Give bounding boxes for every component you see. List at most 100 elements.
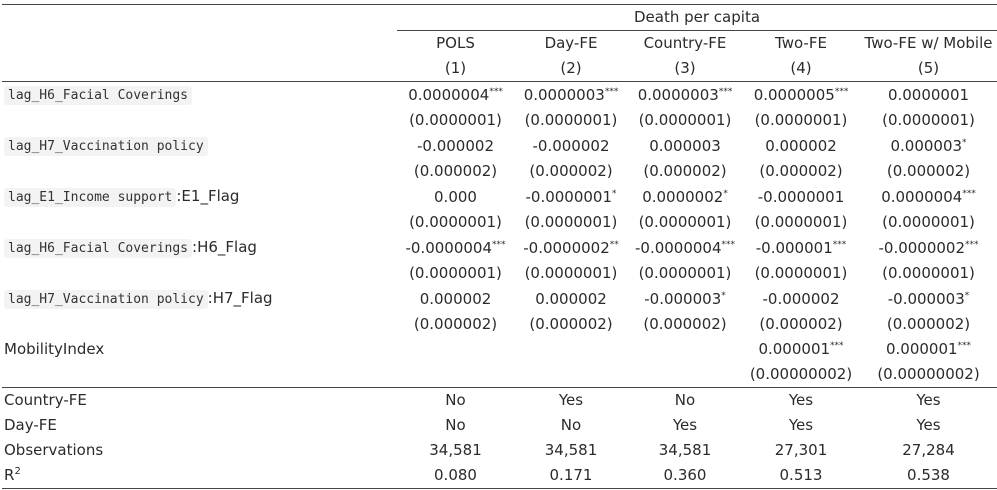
coef-cell: 0.000 xyxy=(397,184,514,210)
coef-cell: -0.000001*** xyxy=(742,235,860,261)
std-error: (0.000002) xyxy=(886,162,971,180)
coef-value: 0.0000001 xyxy=(887,85,970,104)
variable-suffix: :H7_Flag xyxy=(207,289,273,307)
se-row: (0.0000001) (0.0000001) (0.0000001) (0.0000… xyxy=(2,261,997,286)
coef-cell: 0.000003 xyxy=(628,133,742,159)
coef-cell: 0.0000004*** xyxy=(397,82,514,109)
std-error: (0.0000001) xyxy=(882,213,975,231)
variable-label: lag_H7_Vaccination policy xyxy=(2,133,397,159)
r2-label-text: R xyxy=(4,466,15,484)
coef-value: -0.0000002 xyxy=(523,238,610,257)
std-error: (0.00000002) xyxy=(877,365,980,383)
variable-suffix: :E1_Flag xyxy=(176,187,240,205)
stat-value: 0.171 xyxy=(514,463,628,489)
std-error: (0.0000001) xyxy=(409,264,502,282)
variable-label: lag_E1_Income support:E1_Flag xyxy=(2,184,397,210)
coef-value: -0.000003 xyxy=(644,289,722,308)
coef-cell: -0.0000004*** xyxy=(397,235,514,261)
stat-value: 27,284 xyxy=(902,441,955,459)
model-name: Country-FE xyxy=(643,34,727,52)
std-error: (0.000002) xyxy=(886,315,971,333)
stat-value: 34,581 xyxy=(429,441,482,459)
coef-value: 0.000003 xyxy=(890,136,963,155)
significance-stars: *** xyxy=(489,86,503,97)
se-row: (0.00000002) (0.00000002) xyxy=(2,362,997,388)
coef-value: 0.000003 xyxy=(649,136,721,155)
coef-cell: 0.000002 xyxy=(742,133,860,159)
significance-stars: *** xyxy=(965,239,979,250)
significance-stars: *** xyxy=(492,239,506,250)
stat-value: No xyxy=(560,416,582,434)
significance-stars: * xyxy=(612,188,617,199)
coef-cell: 0.000001*** xyxy=(742,337,860,362)
variable-code: lag_H7_Vaccination policy xyxy=(4,290,208,309)
stat-row-day-fe: Day-FE No No Yes Yes Yes xyxy=(2,413,997,438)
coef-value: 0.000002 xyxy=(419,289,492,308)
variable-code: lag_H6_Facial Coverings xyxy=(4,86,193,105)
std-error: (0.000002) xyxy=(529,162,613,180)
significance-stars: * xyxy=(964,290,970,301)
std-error: (0.000002) xyxy=(759,162,843,180)
se-row: (0.000002) (0.000002) (0.000002) (0.000002)… xyxy=(2,312,997,337)
std-error xyxy=(514,362,628,388)
coef-value: 0.000 xyxy=(434,187,477,206)
coef-value: 0.0000004 xyxy=(881,187,963,206)
significance-stars: * xyxy=(962,137,967,148)
std-error: (0.0000001) xyxy=(754,213,848,231)
coef-cell: -0.000003* xyxy=(860,286,997,312)
stat-row-observations: Observations 34,581 34,581 34,581 27,301… xyxy=(2,438,997,463)
std-error: (0.000002) xyxy=(759,315,843,333)
stat-value: Yes xyxy=(742,387,860,413)
model-name: Day-FE xyxy=(544,34,598,52)
std-error: (0.000002) xyxy=(413,162,498,180)
std-error: (0.0000001) xyxy=(409,111,502,129)
se-row: (0.0000001) (0.0000001) (0.0000001) (0.0000… xyxy=(2,108,997,133)
significance-stars: *** xyxy=(832,239,847,250)
model-number: (2) xyxy=(514,56,628,82)
std-error: (0.0000001) xyxy=(409,213,502,231)
significance-stars: *** xyxy=(834,86,849,97)
std-error: (0.0000001) xyxy=(524,213,618,231)
std-error: (0.0000001) xyxy=(524,264,618,282)
variable-code: lag_H6_Facial Coverings xyxy=(4,239,193,258)
stat-value: 27,301 xyxy=(774,441,828,459)
coef-cell: -0.000002 xyxy=(397,133,514,159)
model-number-row: (1) (2) (3) (4) (5) xyxy=(2,56,997,82)
variable-suffix: MobilityIndex xyxy=(4,340,105,358)
coef-value: 0.0000002 xyxy=(642,187,724,206)
std-error: (0.0000001) xyxy=(638,264,732,282)
model-name: POLS xyxy=(436,34,475,52)
coef-value: -0.0000001 xyxy=(525,187,613,206)
variable-suffix: :H6_Flag xyxy=(192,238,257,256)
stat-value: Yes xyxy=(860,387,997,413)
significance-stars: ** xyxy=(609,239,619,250)
coef-value: -0.0000004 xyxy=(405,238,493,257)
variable-label: lag_H6_Facial Coverings xyxy=(2,82,397,109)
coef-row: lag_H7_Vaccination policy -0.000002 -0.000… xyxy=(2,133,997,159)
stat-label: Day-FE xyxy=(4,416,57,434)
coef-value: -0.000002 xyxy=(762,289,840,308)
model-name: Two-FE xyxy=(775,34,827,52)
stat-row-r2: R2 0.080 0.171 0.360 0.513 0.538 xyxy=(2,463,997,489)
model-number: (5) xyxy=(860,56,997,82)
stat-value: Yes xyxy=(672,416,698,434)
stat-value: No xyxy=(397,387,514,413)
std-error: (0.00000002) xyxy=(749,365,853,383)
coef-value: -0.000001 xyxy=(755,238,833,257)
model-number: (1) xyxy=(397,56,514,82)
significance-stars: *** xyxy=(830,341,844,351)
coef-value: 0.000002 xyxy=(765,136,837,155)
coef-value: -0.0000001 xyxy=(757,187,845,206)
coef-cell: 0.0000004*** xyxy=(860,184,997,210)
coef-cell: 0.000002 xyxy=(514,286,628,312)
coef-cell: 0.0000002* xyxy=(628,184,742,210)
significance-stars: *** xyxy=(718,86,733,97)
variable-label: lag_H6_Facial Coverings:H6_Flag xyxy=(2,235,397,261)
coef-value: -0.000002 xyxy=(417,136,494,155)
variable-label: lag_H7_Vaccination policy:H7_Flag xyxy=(2,286,397,312)
coef-cell: -0.000003* xyxy=(628,286,742,312)
coef-cell xyxy=(514,337,628,362)
coef-cell: 0.0000003*** xyxy=(514,82,628,109)
stat-value: Yes xyxy=(788,416,814,434)
stat-value: Yes xyxy=(916,416,941,434)
